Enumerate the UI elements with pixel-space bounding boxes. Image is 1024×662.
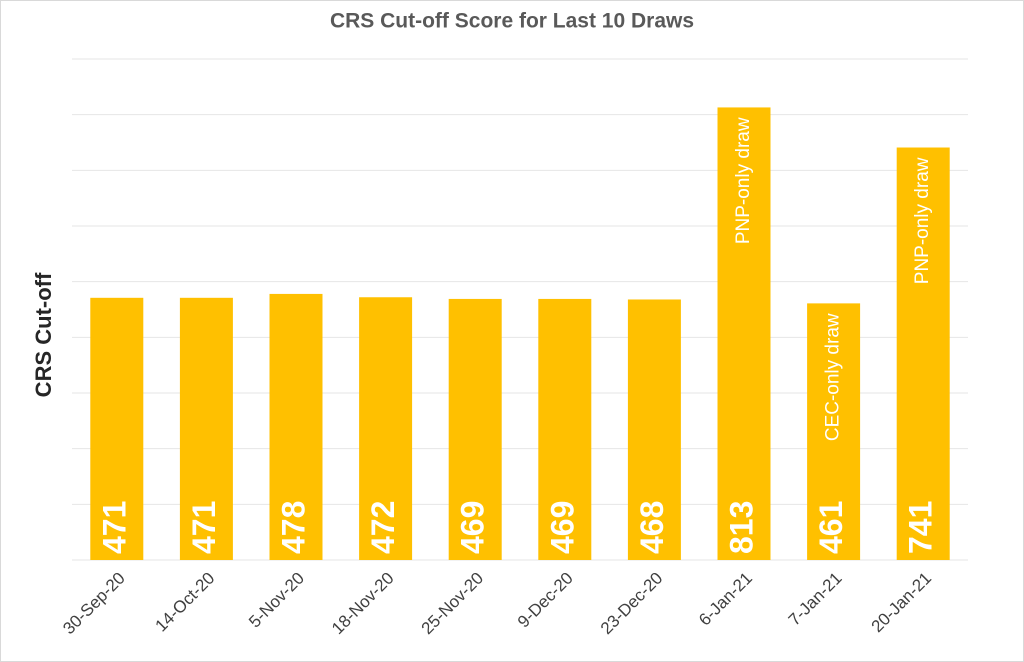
bar — [359, 297, 413, 560]
bar — [717, 107, 771, 561]
bar-note: CEC-only draw — [823, 313, 844, 441]
bar-note: PNP-only draw — [733, 117, 754, 244]
bar — [627, 299, 681, 560]
bar-note: PNP-only draw — [912, 157, 933, 284]
bar — [538, 298, 592, 560]
chart-title: CRS Cut-off Score for Last 10 Draws — [330, 10, 694, 33]
value-label: 741 — [903, 501, 939, 554]
bar — [896, 147, 950, 560]
bar — [179, 297, 233, 560]
value-label: 469 — [544, 501, 580, 554]
value-label: 472 — [365, 501, 401, 554]
value-label: 471 — [186, 501, 222, 554]
value-label: 469 — [455, 501, 491, 554]
bar — [807, 303, 861, 560]
value-label: 468 — [634, 501, 670, 554]
value-label: 461 — [813, 501, 849, 554]
value-label: 813 — [723, 501, 759, 554]
bar — [269, 293, 323, 560]
bar — [90, 297, 144, 560]
value-label: 471 — [96, 501, 132, 554]
y-axis-label: CRS Cut-off — [31, 272, 56, 397]
value-label: 478 — [275, 501, 311, 554]
bar — [448, 298, 502, 560]
